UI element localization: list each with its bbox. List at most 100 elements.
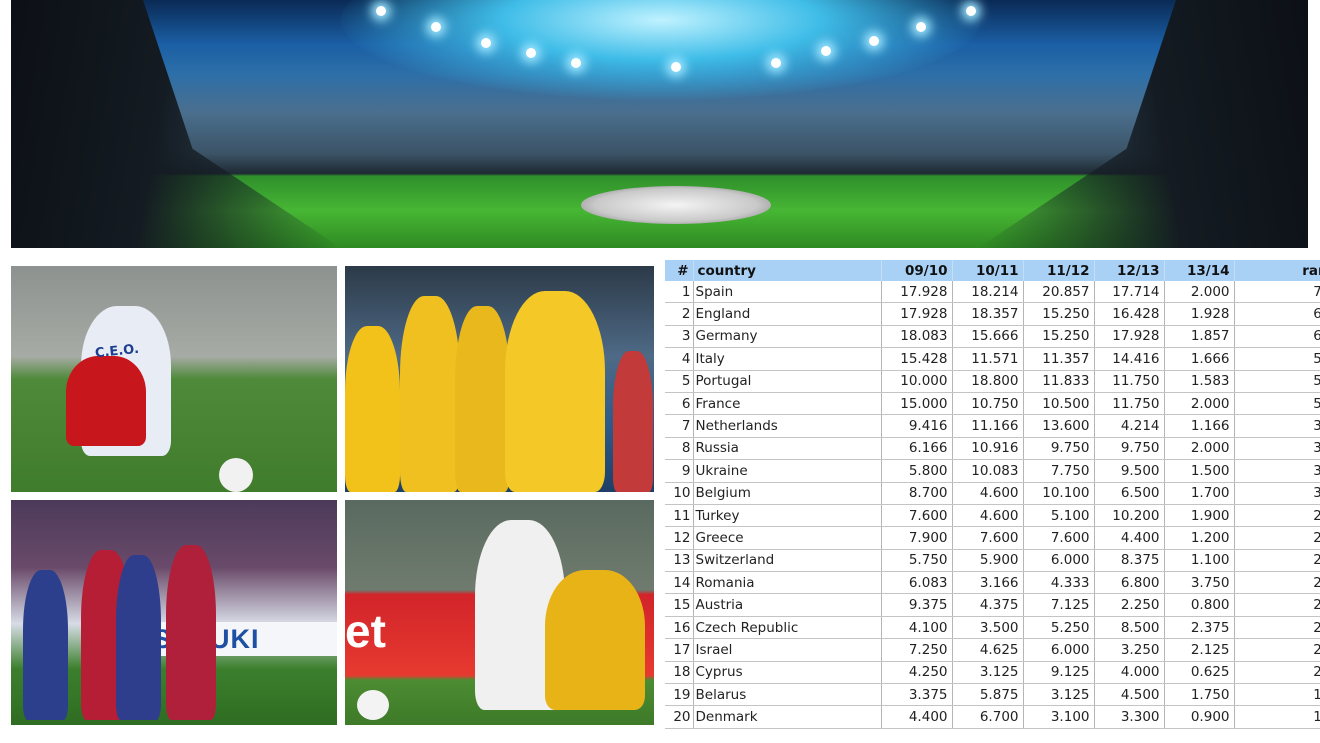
cell-season-1213: 17.928 [1094, 325, 1165, 349]
cell-season-1112: 9.750 [1023, 437, 1095, 461]
cell-rank: 4 [665, 347, 694, 371]
cell-country: France [693, 392, 882, 416]
floodlight [571, 58, 581, 68]
ball [219, 458, 253, 492]
cell-season-1112: 15.250 [1023, 325, 1095, 349]
cell-rank: 9 [665, 459, 694, 483]
cell-ranking: 23.250 [1234, 638, 1320, 662]
cell-season-1314: 1.700 [1164, 482, 1235, 505]
floodlight [671, 62, 681, 72]
cell-season-1112: 5.250 [1023, 616, 1095, 640]
cell-season-1213: 6.500 [1094, 482, 1165, 505]
player-yellow-kit [455, 306, 510, 492]
cell-ranking: 18.625 [1234, 683, 1320, 707]
cell-season-1213: 11.750 [1094, 370, 1165, 393]
cell-season-0910: 4.250 [881, 661, 953, 685]
cell-season-1011: 11.571 [952, 347, 1024, 371]
cell-season-1011: 18.800 [952, 370, 1024, 393]
cell-season-0910: 15.000 [881, 392, 953, 416]
cell-season-1112: 20.857 [1023, 281, 1095, 304]
cell-season-1112: 7.125 [1023, 593, 1095, 617]
column-header-rank: # [665, 260, 694, 281]
cell-ranking: 24.132 [1234, 571, 1320, 595]
cell-season-1314: 1.900 [1164, 504, 1235, 528]
cell-season-1112: 6.000 [1023, 549, 1095, 573]
table-row: 13Switzerland5.7505.9006.0008.3751.10027… [665, 549, 1320, 573]
cell-country: Romania [693, 571, 882, 595]
cell-country: Czech Republic [693, 616, 882, 640]
table-row: 16 Czech Republic 4.100 3.500 5.250 8.500 2.37… [665, 616, 1320, 640]
cell-season-1112: 4.333 [1023, 571, 1095, 595]
cell-rank: 19 [665, 683, 694, 707]
cell-country: Israel [693, 638, 882, 662]
cell-season-1011: 18.357 [952, 302, 1024, 326]
cell-ranking: 68.784 [1234, 325, 1320, 349]
cell-season-1213: 8.500 [1094, 616, 1165, 640]
player-yellow-kit [345, 326, 400, 492]
column-header-season-1112: 11/12 [1023, 260, 1095, 281]
cell-rank: 11 [665, 504, 694, 528]
cell-season-1112: 10.100 [1023, 482, 1095, 505]
cell-season-1213: 17.714 [1094, 281, 1165, 304]
cell-season-0910: 9.375 [881, 593, 953, 617]
cell-season-0910: 5.800 [881, 459, 953, 483]
player-yellow-black-kit [545, 570, 645, 710]
column-header-season-1213: 12/13 [1094, 260, 1165, 281]
cell-season-1213: 14.416 [1094, 347, 1165, 371]
spectator [613, 351, 653, 492]
cell-season-1213: 10.200 [1094, 504, 1165, 528]
cell-country: Italy [693, 347, 882, 371]
match-photo-2 [345, 266, 654, 492]
cell-season-1314: 2.125 [1164, 638, 1235, 662]
cell-rank: 12 [665, 526, 694, 550]
cell-rank: 16 [665, 616, 694, 640]
uefa-coefficient-table: #country09/1010/1111/1212/1313/14ranking… [665, 260, 1320, 743]
cell-rank: 1 [665, 281, 694, 304]
cell-ranking: 50.000 [1234, 392, 1320, 416]
cell-season-1112: 10.500 [1023, 392, 1095, 416]
table-row: 6France15.00010.75010.50011.7502.00050.0… [665, 392, 1320, 416]
cell-rank: 3 [665, 325, 694, 349]
floodlight [431, 22, 441, 32]
cell-season-1314: 1.200 [1164, 526, 1235, 550]
cell-season-1314: 1.583 [1164, 370, 1235, 393]
cell-rank: 13 [665, 549, 694, 573]
cell-season-1213: 9.750 [1094, 437, 1165, 461]
cell-season-1011: 5.900 [952, 549, 1024, 573]
column-header-ranking: ranking [1234, 260, 1320, 281]
cell-season-0910: 10.000 [881, 370, 953, 393]
cell-season-1314: 2.000 [1164, 392, 1235, 416]
floodlight [376, 6, 386, 16]
cell-season-1112: 6.000 [1023, 638, 1095, 662]
player-blue-red-kit [166, 545, 216, 720]
cell-season-1112: 3.125 [1023, 683, 1095, 707]
cell-country: Netherlands [693, 414, 882, 438]
player-yellow-kit [505, 291, 605, 492]
cell-season-1213: 16.428 [1094, 302, 1165, 326]
column-header-country: country [693, 260, 882, 281]
player-red-kit [66, 356, 146, 446]
cell-rank: 15 [665, 593, 694, 617]
ball [357, 690, 389, 720]
cell-country: Switzerland [693, 549, 882, 573]
table-row: 2England17.92818.35715.25016.4281.92869.… [665, 302, 1320, 326]
cell-country: Denmark [693, 705, 882, 729]
cell-season-1314: 3.750 [1164, 571, 1235, 595]
cell-season-0910: 8.700 [881, 482, 953, 505]
cell-season-1314: 1.500 [1164, 459, 1235, 483]
cell-season-0910: 17.928 [881, 281, 953, 304]
cell-season-1213: 3.300 [1094, 705, 1165, 729]
cell-season-0910: 5.750 [881, 549, 953, 573]
match-photo-3: SUZUKI [11, 500, 337, 725]
cell-season-1213: 2.250 [1094, 593, 1165, 617]
cell-season-1213: 4.500 [1094, 683, 1165, 707]
table-row: 1Spain17.92818.21420.85717.7142.00076.71… [665, 281, 1320, 304]
cell-season-0910: 6.166 [881, 437, 953, 461]
cell-season-1011: 4.375 [952, 593, 1024, 617]
cell-country: Ukraine [693, 459, 882, 483]
cell-rank: 20 [665, 705, 694, 729]
cell-season-0910: 4.400 [881, 705, 953, 729]
cell-ranking: 69.891 [1234, 302, 1320, 326]
cell-season-1314: 1.100 [1164, 549, 1235, 573]
